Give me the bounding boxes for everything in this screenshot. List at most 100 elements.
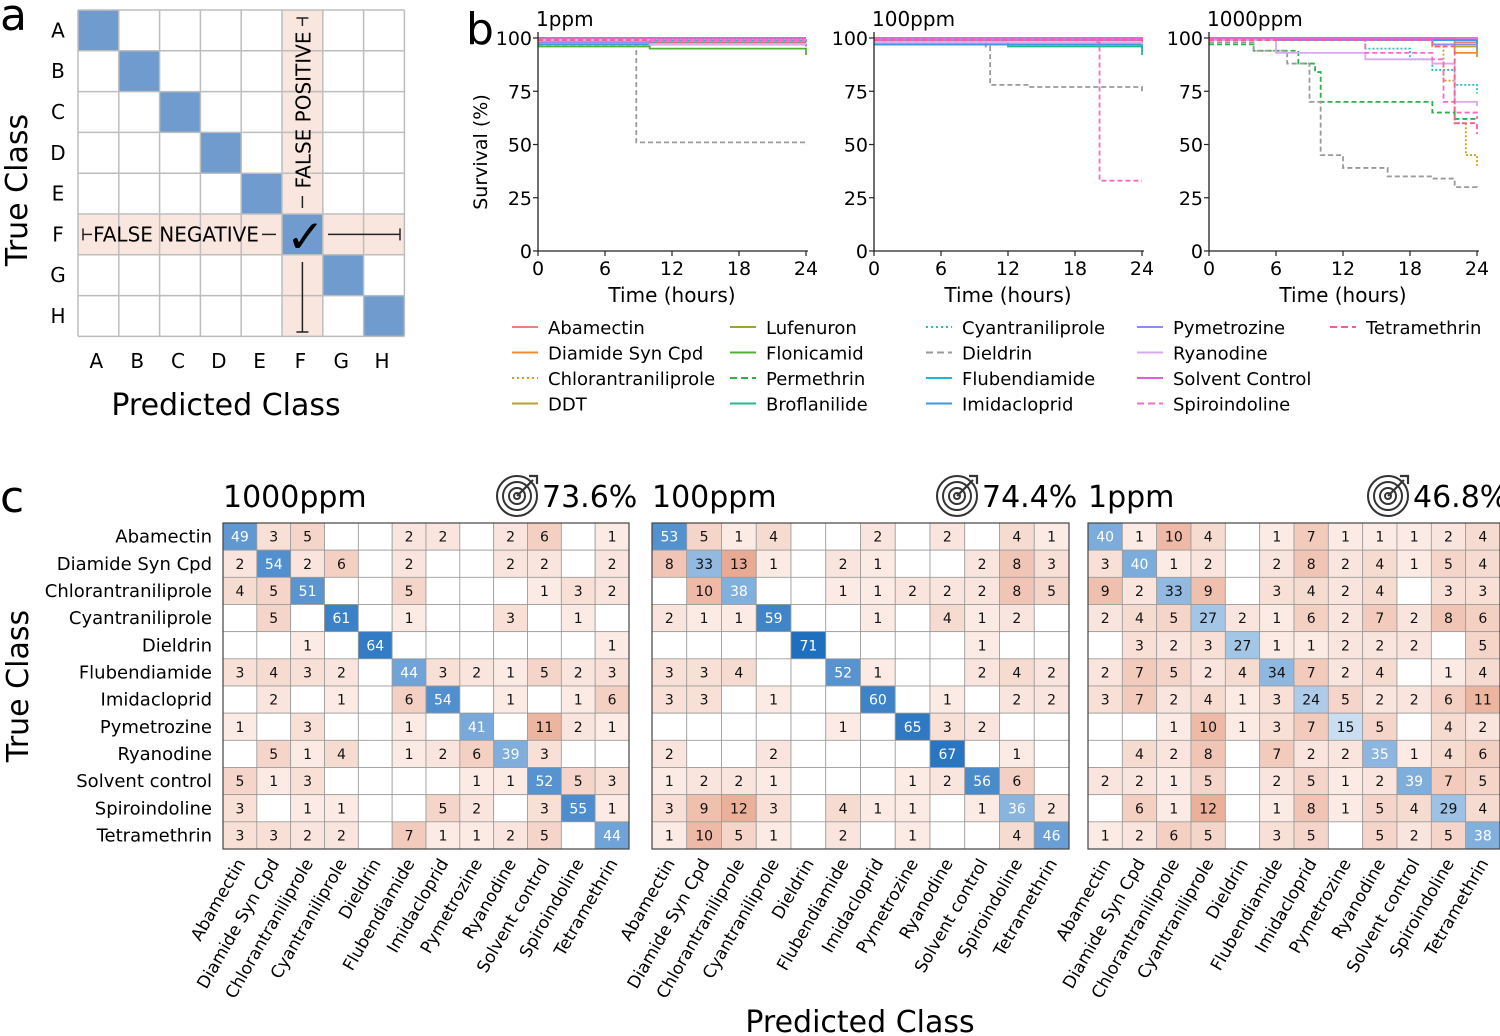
cell-value: 2 xyxy=(269,693,278,709)
matrix-cell xyxy=(1465,604,1500,633)
matrix-cell xyxy=(721,631,757,660)
cell-value: 1 xyxy=(839,584,848,600)
matrix-cell xyxy=(324,821,359,850)
cell-value: 2 xyxy=(1375,774,1384,790)
cell-value: 4 xyxy=(1375,665,1384,681)
legend-label: Pymetrozine xyxy=(1173,318,1285,339)
cell-value: 3 xyxy=(700,693,709,709)
matrix-cell xyxy=(357,576,393,605)
x-tick-label: 6 xyxy=(1270,258,1282,280)
cell-value: 1 xyxy=(1341,530,1350,546)
cell-value: 4 xyxy=(1375,557,1384,573)
matrix-cell xyxy=(1156,794,1192,823)
cell-value: 4 xyxy=(1135,747,1144,763)
cell-value: 6 xyxy=(337,557,346,573)
cell-value: 5 xyxy=(405,584,414,600)
cell-value: 4 xyxy=(1012,530,1021,546)
cell-value: 1 xyxy=(269,774,278,790)
cell-value: 2 xyxy=(1341,584,1350,600)
matrix-cell xyxy=(1327,794,1364,823)
target-ring xyxy=(1367,475,1409,517)
cell-value: 2 xyxy=(1375,638,1384,654)
cell-value: 2 xyxy=(978,720,987,736)
matrix-cell xyxy=(391,685,427,714)
cell-value: 5 xyxy=(1204,774,1213,790)
matrix-cell xyxy=(1033,794,1070,823)
matrix-cell xyxy=(1224,794,1261,823)
diagonal-cell xyxy=(159,91,201,133)
cell-value: 39 xyxy=(502,747,520,763)
matrix-cell xyxy=(1224,522,1261,551)
cell-value: 5 xyxy=(1444,828,1453,844)
legend-label: Broflanilide xyxy=(766,395,868,416)
cell-value: 2 xyxy=(943,530,952,546)
cell-value: 2 xyxy=(1047,665,1056,681)
matrix-cell xyxy=(790,739,827,768)
matrix-cell xyxy=(1327,604,1364,633)
cell-value: 5 xyxy=(574,774,583,790)
cell-value: 8 xyxy=(1012,584,1021,600)
cell-value: 4 xyxy=(1204,693,1213,709)
cell-value: 2 xyxy=(943,584,952,600)
matrix-cell xyxy=(1121,522,1158,551)
matrix-cell xyxy=(1293,685,1329,714)
x-tick-label: 24 xyxy=(794,258,818,280)
x-tick-label: 18 xyxy=(1398,258,1422,280)
x-tick-label: 6 xyxy=(935,258,947,280)
matrix-cell xyxy=(964,739,1000,768)
cell-value: 2 xyxy=(839,557,848,573)
matrix-cell xyxy=(594,604,630,633)
matrix-cell xyxy=(686,685,722,714)
cell-value: 1 xyxy=(472,828,481,844)
matrix-cell xyxy=(1430,549,1467,578)
cell-value: 3 xyxy=(1135,638,1144,654)
matrix-cell xyxy=(860,767,896,796)
matrix-cell xyxy=(493,794,528,823)
matrix-cell xyxy=(1430,767,1467,796)
matrix-cell xyxy=(1293,631,1329,660)
series-line-solvent-control xyxy=(1209,37,1478,41)
row-label: Ryanodine xyxy=(117,744,212,765)
row-label: B xyxy=(51,59,65,83)
matrix-cell xyxy=(686,631,722,660)
matrix-border xyxy=(1087,522,1500,850)
cell-value: 2 xyxy=(734,774,743,790)
matrix-cell xyxy=(929,522,966,551)
cell-value: 52 xyxy=(536,774,554,790)
target-ring xyxy=(942,481,972,511)
cell-value: 1 xyxy=(1169,801,1178,817)
matrix-cell xyxy=(425,658,461,687)
cell-value: 2 xyxy=(1444,530,1453,546)
matrix-cell xyxy=(560,712,596,741)
cell-value: 2 xyxy=(1410,828,1419,844)
false-positive-label: FALSE POSITIVE xyxy=(291,31,315,188)
cell-value: 3 xyxy=(1272,693,1281,709)
matrix-cell xyxy=(560,821,596,850)
cell-value: 5 xyxy=(1375,720,1384,736)
cell-value: 9 xyxy=(1101,584,1110,600)
matrix-cell xyxy=(1121,685,1158,714)
x-tick-label: 12 xyxy=(996,258,1020,280)
matrix-cell xyxy=(651,685,688,714)
cell-value: 5 xyxy=(269,611,278,627)
cell-value: 10 xyxy=(1165,530,1183,546)
cell-value: 9 xyxy=(1204,584,1213,600)
cell-value: 1 xyxy=(873,584,882,600)
confusion-matrix-100ppm: 53 5 1 4 2 2 4 18 33 13 1 2 1 2 8 310 38 1 1 2 2 2 8 52 1 1 59 1 4 1 2… xyxy=(617,474,1077,1002)
matrix-cell xyxy=(1362,739,1398,768)
cell-value: 2 xyxy=(337,828,346,844)
matrix-title: 1ppm xyxy=(1088,480,1174,515)
cell-value: 2 xyxy=(1135,774,1144,790)
matrix-cell xyxy=(357,821,393,850)
target-ring xyxy=(508,487,526,505)
cell-value: 6 xyxy=(1478,747,1487,763)
cell-value: 1 xyxy=(405,720,414,736)
matrix-cell xyxy=(929,576,966,605)
matrix-cell xyxy=(493,576,528,605)
matrix-cell xyxy=(425,712,461,741)
cell-value: 4 xyxy=(1375,584,1384,600)
matrix-cell xyxy=(1121,821,1158,850)
matrix-cell xyxy=(1396,767,1432,796)
cell-value: 2 xyxy=(700,774,709,790)
legend-label: Flonicamid xyxy=(766,344,864,365)
